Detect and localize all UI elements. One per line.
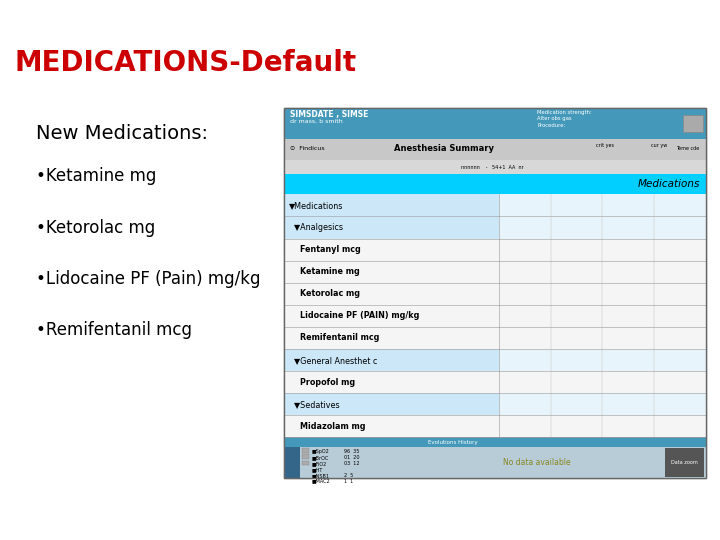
Bar [683,115,703,132]
Bar [284,194,499,217]
Bar [284,447,300,478]
Text: 96  35: 96 35 [344,449,359,454]
Bar [284,108,706,478]
Text: ▼Sedatives: ▼Sedatives [289,400,339,409]
Text: •Ketamine mg: •Ketamine mg [36,167,156,185]
Text: ▼Medications: ▼Medications [289,201,343,210]
Bar [284,437,706,447]
Text: ■BrOC: ■BrOC [312,455,329,460]
Text: ▼General Anesthet c: ▼General Anesthet c [289,355,377,364]
Bar [284,139,706,160]
Text: 2  5: 2 5 [344,472,354,478]
Bar [284,160,706,174]
Text: Fentanyl mcg: Fentanyl mcg [289,245,361,254]
Text: Midazolam mg: Midazolam mg [289,422,365,431]
Text: ⊙  Findicus: ⊙ Findicus [290,146,325,151]
Bar [499,415,706,437]
Text: 1  1: 1 1 [344,478,354,484]
Text: New Medications:: New Medications: [36,124,208,143]
Bar [499,194,706,217]
Bar [284,261,499,283]
Bar [302,461,309,465]
Text: MEDICATIONS-Default: MEDICATIONS-Default [14,49,356,77]
Bar [499,371,706,393]
Text: ■SpO2: ■SpO2 [312,449,330,454]
Bar [284,174,706,194]
Bar [284,327,499,349]
Bar [284,217,499,239]
Bar [499,305,706,327]
Bar [284,447,706,478]
Bar [284,108,706,478]
Text: crit yes: crit yes [596,143,614,148]
Bar [499,217,706,239]
Text: Remifentanil mcg: Remifentanil mcg [289,334,379,342]
Bar [302,454,309,459]
Text: No data available: No data available [503,458,571,467]
Bar [284,108,706,139]
Text: ■FiO2: ■FiO2 [312,461,327,466]
Bar [499,327,706,349]
Text: Data zoom: Data zoom [671,460,698,465]
Text: SIMSDATE , SIMSE: SIMSDATE , SIMSE [290,110,369,119]
Bar [499,261,706,283]
Bar [284,415,499,437]
Bar [284,393,499,415]
Text: 01  20: 01 20 [344,455,360,460]
Text: 03  12: 03 12 [344,461,360,466]
Bar [302,448,309,453]
Text: Evolutions History: Evolutions History [428,440,477,445]
Text: •Ketorolac mg: •Ketorolac mg [36,219,156,237]
Text: dr mass, b smith: dr mass, b smith [290,119,343,124]
Text: ▼Analgesics: ▼Analgesics [289,223,343,232]
Text: ■HT: ■HT [312,467,323,472]
Text: ■MAC2: ■MAC2 [312,478,330,484]
Text: Teme cde: Teme cde [676,146,699,151]
Text: cur yw: cur yw [651,143,667,148]
Bar [499,349,706,371]
Text: Ketorolac mg: Ketorolac mg [289,289,360,298]
Text: Lidocaine PF (PAIN) mg/kg: Lidocaine PF (PAIN) mg/kg [289,312,419,320]
Text: Medication strength:
Alter obs gas
Procedure:: Medication strength: Alter obs gas Proce… [537,110,592,127]
Bar [499,239,706,261]
Bar [284,283,499,305]
Bar [284,305,499,327]
Bar [284,239,499,261]
Bar [499,283,706,305]
Text: Propofol mg: Propofol mg [289,377,355,387]
Text: Anesthesia Summary: Anesthesia Summary [395,144,495,153]
Bar [284,371,499,393]
Bar [499,393,706,415]
Bar [665,448,704,477]
Bar [284,349,499,371]
Text: •Remifentanil mcg: •Remifentanil mcg [36,321,192,339]
Text: Ketamine mg: Ketamine mg [289,267,359,276]
Text: Medications: Medications [637,179,700,189]
Text: nnnnnn    -   54+1  AA  nr: nnnnnn - 54+1 AA nr [462,165,524,170]
Text: •Lidocaine PF (Pain) mg/kg: •Lidocaine PF (Pain) mg/kg [36,270,261,288]
Text: ■NSB1: ■NSB1 [312,472,330,478]
